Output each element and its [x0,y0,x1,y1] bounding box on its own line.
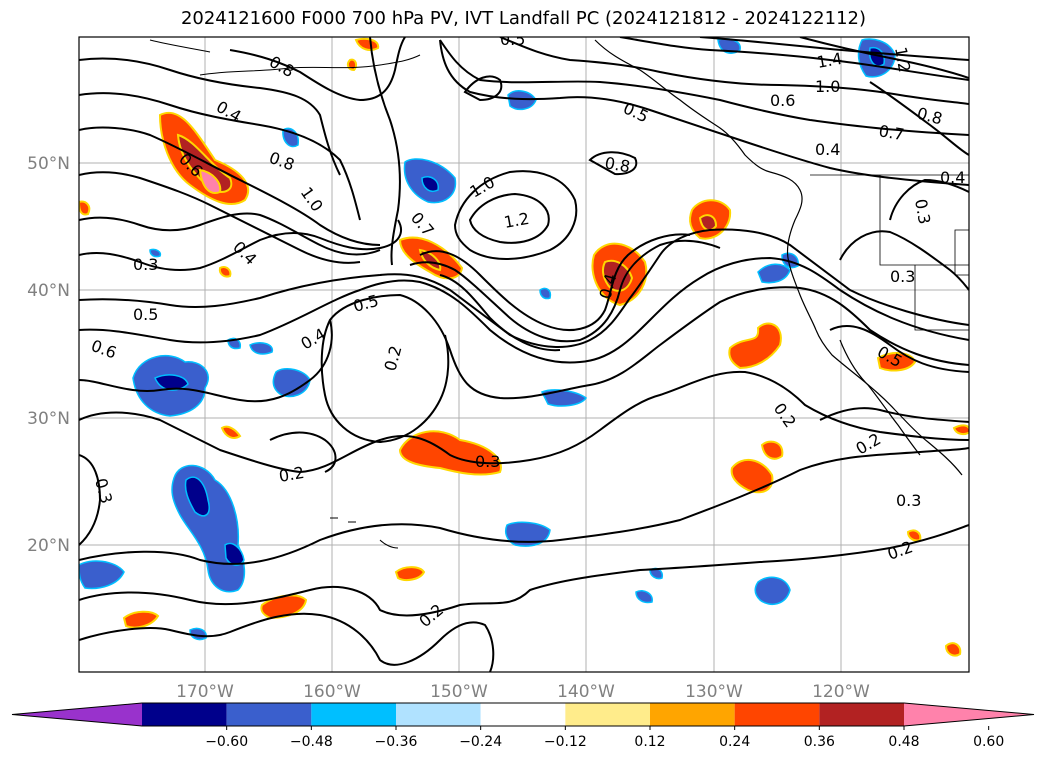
contour-label: 0.3 [475,452,500,471]
colorbar-segment [565,703,650,726]
colorbar-segment [480,703,566,726]
colorbar-tick-label: −0.24 [459,734,502,750]
contour-label: 0.4 [815,140,840,159]
lon-label-120w: 120°W [812,682,870,702]
plot-frame [78,36,970,673]
lat-label-40n: 40°N [27,281,70,301]
colorbar-tick-label: 0.36 [804,734,835,750]
contour-label: 0.7 [877,121,905,144]
colorbar-segment [396,703,481,726]
negative-anomaly-fills [79,38,896,641]
lat-label-20n: 20°N [27,536,70,556]
lon-label-140w: 140°W [557,682,615,702]
colorbar-tick-label: 0.48 [888,734,919,750]
contour-label: 0.3 [911,197,934,225]
lon-label-130w: 130°W [685,682,743,702]
colorbar-segment [142,703,227,726]
colorbar-tick-label: −0.12 [544,734,587,750]
contour-label: 0.4 [940,168,965,187]
colorbar-tick-label: −0.60 [205,734,248,750]
lon-label-150w: 150°W [430,682,488,702]
contour-label: 0.3 [896,491,921,510]
contour-label: 0.8 [603,153,631,176]
pv-contours [79,37,969,672]
lon-label-160w: 160°W [303,682,361,702]
colorbar-segment [226,703,312,726]
contour-label: 0.3 [133,255,158,274]
figure-title: 2024121600 F000 700 hPa PV, IVT Landfall… [180,8,867,29]
contour-label: 0.5 [500,30,525,49]
colorbar-tick-label: 0.12 [634,734,665,750]
contour-label: 1.2 [502,209,530,232]
map-content: 0.5 0.8 0.4 0.6 0.8 1.0 1.4 1.0 1.2 0.6 … [79,30,969,672]
positive-anomaly-fills [79,37,969,657]
contour-label: 0.5 [133,305,158,324]
lat-label-30n: 30°N [27,409,70,429]
contour-label: 1.2 [891,45,914,73]
colorbar-segment [734,703,820,726]
contour-label: 1.4 [815,49,843,72]
colorbar-segment [311,703,396,726]
colorbar-tick-label: −0.36 [375,734,418,750]
contour-label: 0.2 [277,463,305,486]
colorbar-outline [11,702,1035,727]
lon-label-170w: 170°W [176,682,234,702]
colorbar-tick-label: −0.48 [290,734,333,750]
contour-label: 1.0 [815,77,840,96]
colorbar-segment [819,703,904,726]
colorbar-tick-label: 0.24 [719,734,750,750]
colorbar-extend-max [904,703,1034,726]
contour-label: 0.6 [770,91,795,110]
colorbar-segment [650,703,735,726]
colorbar-tick-label: 0.60 [973,734,1004,750]
lat-label-50n: 50°N [27,154,70,174]
colorbar-extend-min [12,703,142,726]
colorbar: −0.60 −0.48 −0.36 −0.24 −0.12 0.12 0.24 0.36 0.4… [11,702,1035,750]
contour-label: 0.3 [890,267,915,286]
coastlines [149,39,969,549]
